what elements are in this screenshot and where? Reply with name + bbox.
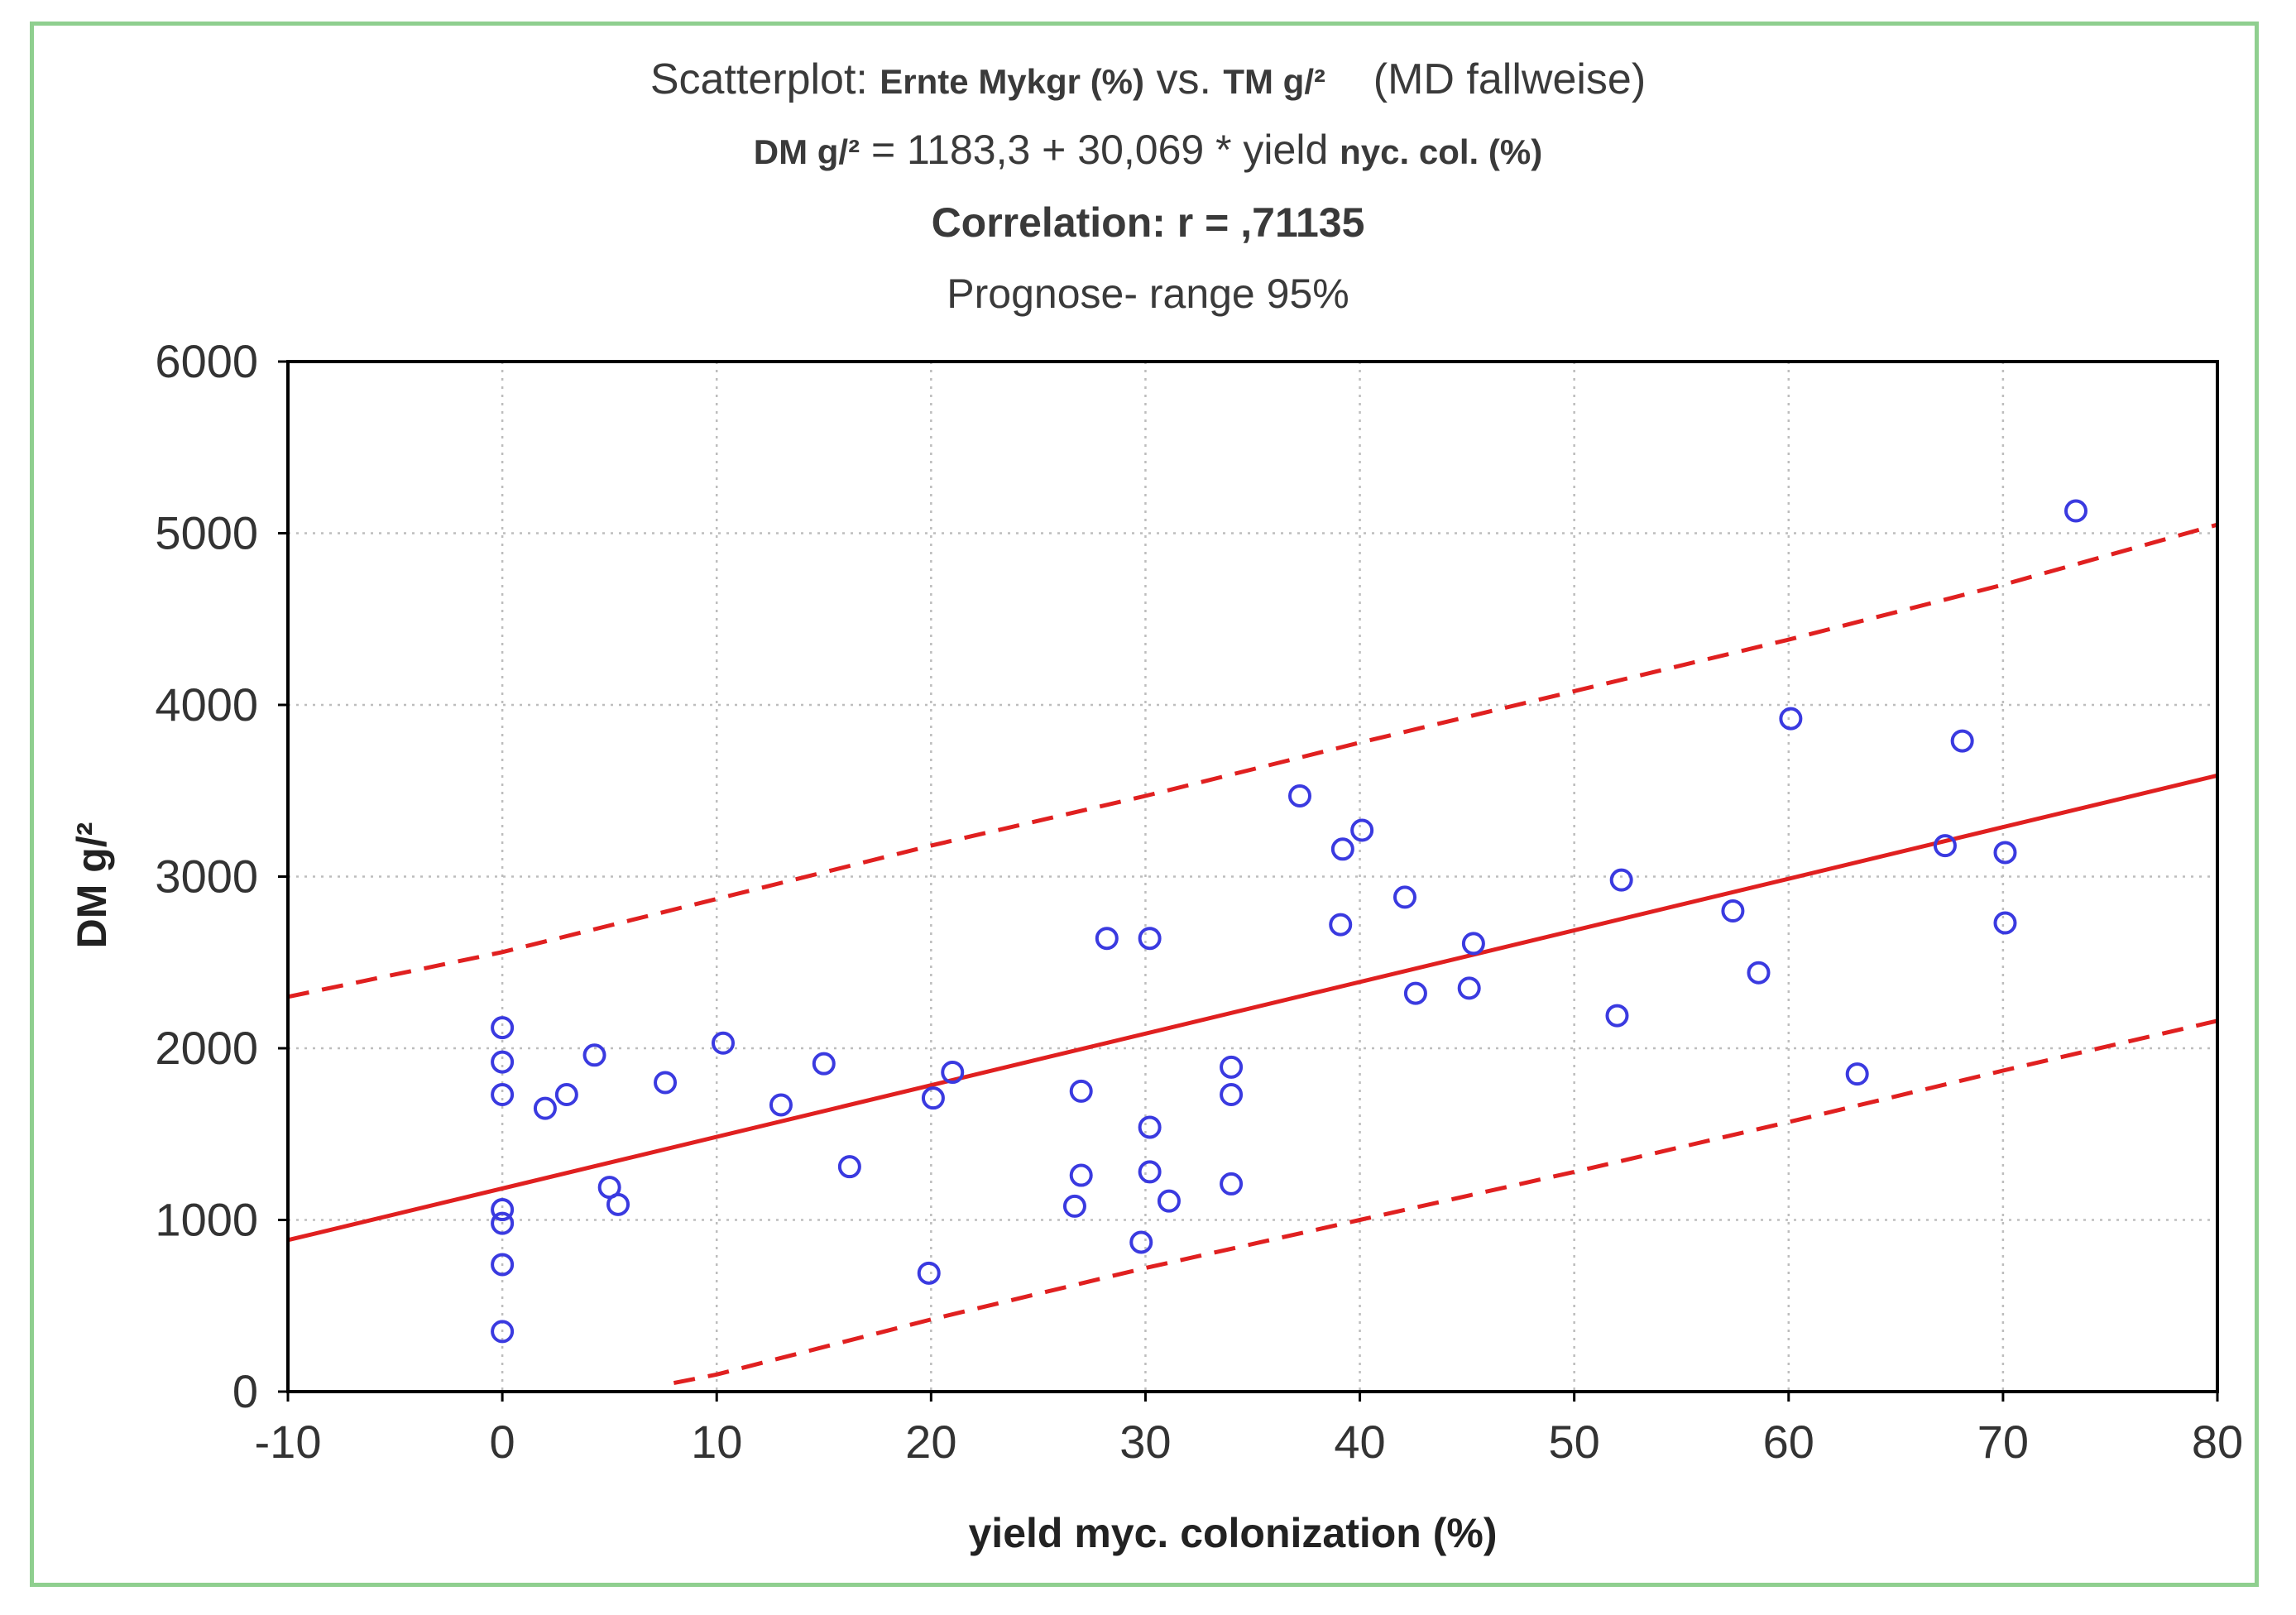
x-tick-label: 70 bbox=[1977, 1416, 2029, 1468]
data-point bbox=[1950, 729, 1974, 753]
data-point bbox=[1062, 1194, 1086, 1218]
grid-layer bbox=[288, 362, 2217, 1392]
data-point bbox=[1220, 1083, 1244, 1107]
data-point bbox=[606, 1192, 630, 1216]
prediction-band-layer bbox=[287, 522, 2218, 1386]
x-tick-label: 80 bbox=[2192, 1416, 2243, 1468]
data-point bbox=[491, 1320, 515, 1344]
data-point bbox=[491, 1211, 515, 1235]
title-var1: Ernte Mykgr (%) bbox=[880, 62, 1145, 101]
equation-body: = 1183,3 + 30,069 * yield bbox=[860, 127, 1340, 173]
data-point bbox=[491, 1083, 515, 1107]
data-point bbox=[1403, 981, 1427, 1005]
y-tick-label: 6000 bbox=[155, 335, 258, 387]
data-point bbox=[1138, 1160, 1162, 1184]
equation-var: nyc. col. (%) bbox=[1340, 132, 1543, 171]
data-point bbox=[1288, 784, 1312, 808]
regression-line-layer bbox=[287, 773, 2218, 1243]
x-axis-label: yield myc. colonization (%) bbox=[969, 1510, 1498, 1556]
data-point bbox=[812, 1052, 836, 1076]
prognose-range-text: Prognose- range 95% bbox=[947, 271, 1349, 317]
data-point bbox=[1095, 927, 1119, 951]
data-point bbox=[769, 1093, 793, 1117]
lower-prediction-band bbox=[673, 1018, 2218, 1386]
data-point bbox=[1129, 1230, 1153, 1254]
regression-equation: DM g/² = 1183,3 + 30,069 * yield nyc. co… bbox=[0, 126, 2296, 174]
tick-labels-layer: -10 0 10 20 30 40 50 60 70 8001000200030004000500… bbox=[155, 335, 2243, 1468]
data-point bbox=[1457, 976, 1481, 1000]
data-point bbox=[533, 1096, 557, 1120]
data-point bbox=[921, 1086, 945, 1110]
y-tick-label: 5000 bbox=[155, 507, 258, 559]
data-point bbox=[1993, 911, 2017, 935]
data-point bbox=[1392, 885, 1416, 909]
y-tick-label: 2000 bbox=[155, 1022, 258, 1074]
data-point bbox=[1605, 1004, 1629, 1028]
data-point bbox=[1069, 1079, 1093, 1103]
data-point bbox=[491, 1198, 515, 1222]
x-tick-label: 40 bbox=[1334, 1416, 1385, 1468]
x-tick-label: 30 bbox=[1119, 1416, 1171, 1468]
correlation-text: Correlation: r = ,71135 bbox=[931, 199, 1365, 246]
x-tick-label: -10 bbox=[255, 1416, 322, 1468]
data-point bbox=[1779, 707, 1803, 731]
data-point bbox=[582, 1043, 606, 1067]
data-point bbox=[1461, 932, 1485, 956]
data-point bbox=[1220, 1172, 1244, 1196]
y-tick-label: 0 bbox=[232, 1365, 258, 1417]
title-prefix: Scatterplot: bbox=[649, 55, 880, 103]
figure-frame bbox=[30, 22, 2259, 1587]
data-points-layer bbox=[491, 499, 2087, 1344]
data-point bbox=[1138, 1115, 1162, 1139]
y-tick-label: 4000 bbox=[155, 678, 258, 731]
y-tick-label: 1000 bbox=[155, 1194, 258, 1246]
x-tick-label: 10 bbox=[691, 1416, 742, 1468]
x-tick-label: 50 bbox=[1549, 1416, 1600, 1468]
data-point bbox=[1220, 1055, 1244, 1079]
data-point bbox=[917, 1261, 941, 1285]
chart-title: Scatterplot: Ernte Mykgr (%) vs. TM g/² … bbox=[0, 55, 2296, 104]
data-point bbox=[654, 1071, 678, 1095]
data-point bbox=[554, 1083, 578, 1107]
data-point bbox=[1993, 841, 2017, 865]
data-point bbox=[1329, 913, 1353, 937]
data-point bbox=[2064, 499, 2087, 523]
y-tick-label: 3000 bbox=[155, 851, 258, 903]
data-point bbox=[1350, 818, 1374, 842]
data-point bbox=[1747, 961, 1771, 985]
data-point bbox=[1069, 1163, 1093, 1187]
data-point bbox=[491, 1253, 515, 1277]
data-point bbox=[837, 1155, 861, 1179]
x-tick-label: 60 bbox=[1763, 1416, 1814, 1468]
title-vs: vs. bbox=[1144, 55, 1224, 103]
upper-prediction-band bbox=[287, 522, 2218, 999]
data-point bbox=[1933, 834, 1957, 858]
data-point bbox=[941, 1061, 965, 1085]
regression-line bbox=[287, 773, 2218, 1243]
title-suffix: (MD fallweise) bbox=[1373, 55, 1647, 103]
data-point bbox=[1721, 899, 1745, 923]
data-point bbox=[1157, 1189, 1181, 1213]
data-point bbox=[1330, 837, 1354, 861]
data-point bbox=[1138, 927, 1162, 951]
data-point bbox=[1609, 868, 1633, 892]
data-point bbox=[711, 1031, 735, 1055]
x-tick-label: 20 bbox=[905, 1416, 956, 1468]
axes-layer bbox=[278, 360, 2219, 1402]
y-axis-label: DM g/² bbox=[69, 822, 115, 949]
data-point bbox=[1845, 1062, 1869, 1086]
data-point bbox=[491, 1050, 515, 1074]
equation-lhs: DM g/² bbox=[753, 132, 860, 171]
title-var2: TM g/² bbox=[1223, 62, 1325, 101]
x-tick-label: 0 bbox=[490, 1416, 515, 1468]
data-point bbox=[491, 1016, 515, 1040]
